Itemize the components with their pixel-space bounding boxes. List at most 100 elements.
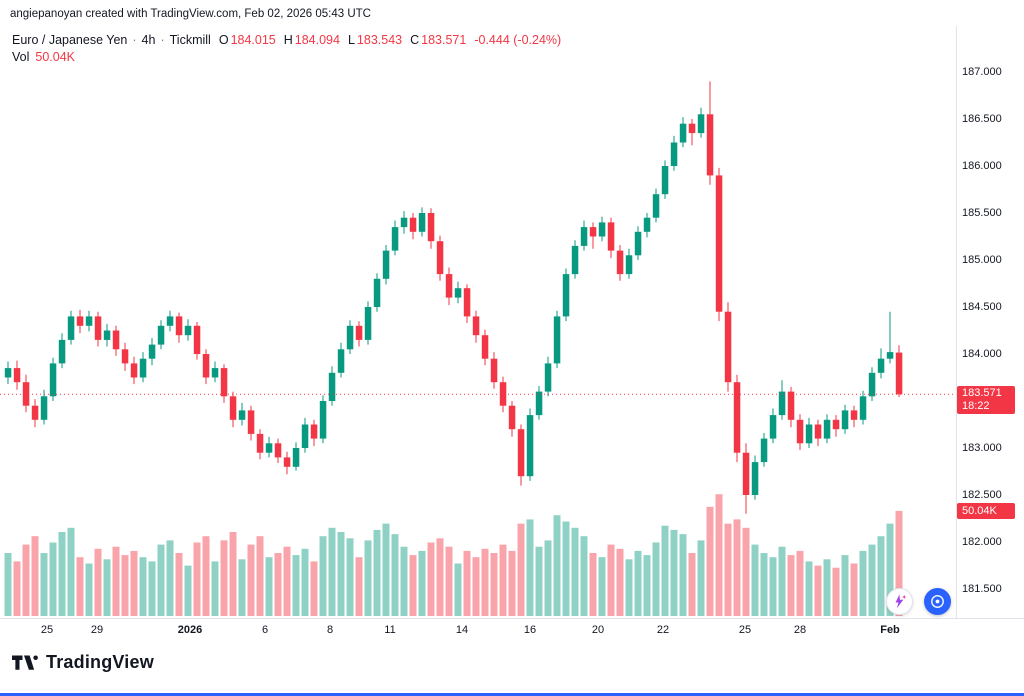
volume-bar [679,534,687,616]
volume-bar [580,536,588,616]
volume-bar [751,544,759,616]
volume-bar [616,548,624,616]
candle-body [202,354,210,378]
tradingview-logo-icon [12,653,39,673]
candle-body [679,123,687,143]
time-axis-label: 2026 [177,624,203,636]
symbol-title[interactable]: Euro / Japanese Yen [12,32,128,47]
volume-bar [517,523,525,616]
volume-bar [283,546,291,616]
candle-body [328,372,336,401]
candle-body [886,352,894,359]
last-price-badge: 183.571 18:22 [957,386,1015,415]
candle-body [175,316,183,336]
candle-body [805,424,813,444]
candle-body [310,424,318,439]
candle-body [634,231,642,256]
quick-action-lightning-button[interactable] [886,588,913,615]
price-axis-label: 186.500 [962,113,1002,125]
volume-bar [652,542,660,616]
volume-bar [661,525,669,616]
candle-body [130,363,138,378]
candle-body [94,316,102,340]
candle-body [355,325,363,340]
candle-body [652,194,660,218]
candle-body [616,250,624,275]
candle-body [895,352,903,395]
tradingview-logo-text: TradingView [46,652,154,672]
time-axis-label: 11 [384,624,396,636]
candle-body [760,438,768,463]
candle-body [814,424,822,439]
candle-body [724,311,732,383]
candle-body [670,142,678,166]
volume-bar [121,555,129,616]
volume-bar [436,538,444,616]
volume-bar [778,546,786,616]
volume-bar [832,567,840,616]
candle-body [490,358,498,383]
bottom-accent-bar [0,693,1024,696]
candle-body [112,330,120,350]
volume-bar [292,555,300,616]
candle-body [229,396,237,420]
volume-bar [265,557,273,616]
volume-bar [805,561,813,616]
time-axis-label: 8 [326,624,334,636]
volume-bar [220,540,228,616]
time-axis-label: 14 [455,624,469,636]
volume-bar [139,557,147,616]
interval-label[interactable]: 4h [141,32,156,47]
candle-body [535,391,543,416]
candle-body [436,241,444,275]
volume-label[interactable]: Vol [12,49,30,64]
volume-bar [346,538,354,616]
volume-bar [67,527,75,616]
candle-body [625,255,633,275]
volume-bar [274,553,282,616]
price-axis-label: 182.500 [962,489,1002,501]
tradingview-logo[interactable]: TradingView [12,652,154,673]
candle-body [598,222,606,237]
candle-body [481,335,489,359]
candle-body [364,307,372,340]
volume-bar [490,553,498,616]
candle-body [508,405,516,430]
volume-bar [58,532,66,616]
attribution-text: angiepanoyan created with TradingView.co… [10,8,371,20]
last-price-value: 183.571 [962,387,1002,400]
broker-label: Tickmill [169,32,211,47]
volume-bar [373,529,381,616]
volume-bar [202,536,210,616]
legend-volume-row: Vol 50.04K [12,48,561,65]
volume-bar [319,536,327,616]
legend-separator: · [160,32,165,47]
candle-body [220,368,228,397]
candle-body [562,274,570,317]
volume-bar [85,563,93,616]
volume-bar [301,548,309,616]
candle-body [166,316,174,326]
candle-body [553,316,561,364]
candle-body [148,344,156,359]
volume-bar [13,561,21,616]
candle-body [850,410,858,420]
candle-body [427,213,435,242]
candle-body [823,419,831,439]
candle-body [544,363,552,392]
volume-bar [643,555,651,616]
candle-body [868,372,876,397]
high-label: H [283,32,293,47]
volume-bar [211,561,219,616]
candle-body [661,166,669,195]
volume-badge: 50.04K [957,502,1015,519]
volume-bar [769,557,777,616]
price-axis[interactable]: 187.000 186.500 186.000 185.500 185.000 184.5… [956,0,1024,618]
lightning-sparkle-icon [891,593,908,610]
time-axis-label: 16 [523,624,537,636]
volume-bar [166,540,174,616]
quick-action-explore-button[interactable] [924,588,951,615]
volume-bar [76,557,84,616]
time-axis[interactable]: 25 29 2026 6 8 11 14 16 20 22 25 28 Feb [0,618,1024,644]
